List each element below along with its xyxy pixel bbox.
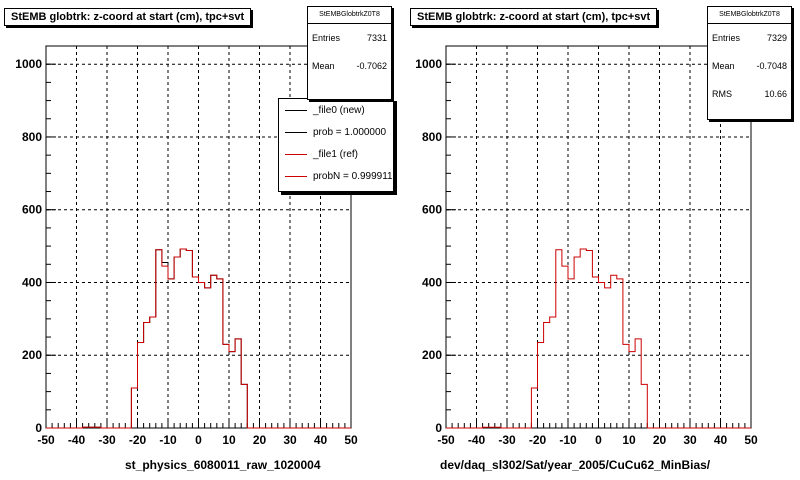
legend-entry-prob: prob = 1.000000 (279, 121, 393, 143)
stats-entries-label: Entries (712, 33, 741, 43)
x-tick-label: -10 (159, 433, 177, 447)
y-tick-label: 800 (422, 130, 442, 144)
x-tick-label: -50 (437, 433, 455, 447)
stats-mean-value: -0.7062 (356, 61, 387, 71)
y-tick-label: 200 (422, 348, 442, 362)
x-tick-label: -20 (529, 433, 547, 447)
x-tick-label: 0 (195, 433, 202, 447)
x-tick-label: 40 (314, 433, 328, 447)
x-tick-label: 50 (344, 433, 358, 447)
x-tick-label: -30 (498, 433, 516, 447)
stats-rms-row: RMS 10.66 (708, 80, 791, 108)
x-tick-label: -10 (559, 433, 577, 447)
x-tick-label: 40 (714, 433, 728, 447)
stats-entries-value: 7329 (766, 33, 787, 43)
stats-mean-row: Mean -0.7048 (708, 52, 791, 80)
left-histogram-svg: -50 -40 -30 -20 -10 0 10 20 30 40 50 0 200 400 600 800 1… (15, 45, 358, 447)
y-tick-label: 200 (22, 348, 42, 362)
stats-rms-label: RMS (712, 89, 732, 99)
left-legend: _file0 (new) prob = 1.000000 _file1 (ref… (278, 98, 394, 192)
x-tick-label: -20 (129, 433, 147, 447)
stats-entries-label: Entries (312, 33, 341, 43)
stats-mean-row: Mean -0.7062 (308, 52, 391, 80)
stats-mean-label: Mean (312, 61, 335, 71)
y-tick-label: 400 (422, 275, 442, 289)
stats-mean-value: -0.7048 (756, 61, 787, 71)
left-histogram-title: StEMB globtrk: z-coord at start (cm), tp… (4, 8, 252, 26)
histogram-series-0 (446, 248, 751, 429)
stats-name: StEMBGlobtrkZ0T8 (708, 7, 791, 24)
legend-label: _file0 (new) (313, 104, 365, 116)
y-tick-label: 600 (422, 203, 442, 217)
y-tick-label: 0 (435, 421, 442, 435)
stats-name: StEMBGlobtrkZ0T8 (308, 7, 391, 24)
x-tick-label: 0 (595, 433, 602, 447)
right-histogram-title: StEMB globtrk: z-coord at start (cm), tp… (410, 8, 658, 26)
legend-entry-probn: probN = 0.999911 (279, 165, 393, 187)
y-tick-label: 0 (35, 421, 42, 435)
stats-entries-row: Entries 7329 (708, 24, 791, 52)
right-x-axis-label: dev/daq_sl302/Sat/year_2005/CuCu62_MinBi… (440, 458, 711, 472)
y-tick-label: 600 (22, 203, 42, 217)
x-tick-label: -50 (37, 433, 55, 447)
legend-entry-file0: _file0 (new) (279, 99, 393, 121)
legend-label: _file1 (ref) (313, 148, 359, 160)
left-x-axis-label: st_physics_6080011_raw_1020004 (125, 458, 321, 472)
legend-entry-file1: _file1 (ref) (279, 143, 393, 165)
right-histogram-svg: -50 -40 -30 -20 -10 0 10 20 30 40 50 0 200 400 600 800 1… (415, 45, 758, 447)
x-tick-label: 30 (683, 433, 697, 447)
x-tick-label: 20 (253, 433, 267, 447)
stats-entries-row: Entries 7331 (308, 24, 391, 52)
x-tick-label: 10 (622, 433, 636, 447)
legend-swatch-black (285, 109, 307, 111)
x-tick-label: 30 (283, 433, 297, 447)
stats-rms-value: 10.66 (764, 89, 787, 99)
legend-swatch-red (285, 175, 307, 177)
right-histogram-pad: -50 -40 -30 -20 -10 0 10 20 30 40 50 0 200 400 600 800 1… (400, 0, 800, 480)
x-tick-label: 20 (653, 433, 667, 447)
y-tick-label: 1000 (15, 57, 42, 71)
x-tick-label: 10 (222, 433, 236, 447)
legend-swatch-black (285, 131, 307, 133)
x-tick-label: -40 (468, 433, 486, 447)
histogram-series-1 (46, 248, 351, 429)
x-tick-label: -40 (68, 433, 86, 447)
legend-label: probN = 0.999911 (313, 170, 393, 182)
left-stats-box: StEMBGlobtrkZ0T8 Entries 7331 Mean -0.70… (307, 6, 392, 100)
right-stats-box: StEMBGlobtrkZ0T8 Entries 7329 Mean -0.70… (707, 6, 792, 120)
y-tick-label: 1000 (415, 57, 442, 71)
y-tick-label: 400 (22, 275, 42, 289)
stats-mean-label: Mean (712, 61, 735, 71)
legend-swatch-red (285, 153, 307, 155)
stats-entries-value: 7331 (366, 33, 387, 43)
left-histogram-pad: -50 -40 -30 -20 -10 0 10 20 30 40 50 0 200 400 600 800 1… (4, 6, 394, 472)
x-tick-label: -30 (98, 433, 116, 447)
y-tick-label: 800 (22, 130, 42, 144)
legend-label: prob = 1.000000 (313, 126, 387, 138)
x-tick-label: 50 (744, 433, 758, 447)
